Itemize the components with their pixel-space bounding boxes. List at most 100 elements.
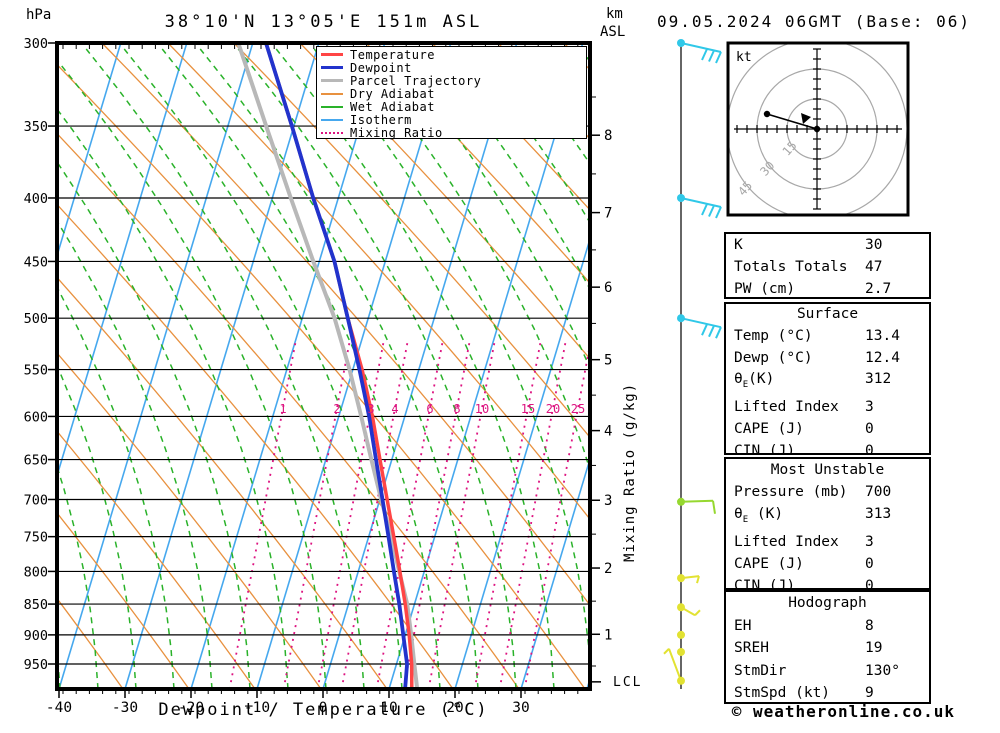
stat-value: 313	[865, 506, 892, 523]
stat-label: CIN (J)	[734, 578, 796, 590]
legend-item: Dry Adiabat	[321, 87, 586, 101]
mixing-ratio-value-label: 10	[475, 402, 489, 416]
dry-adiabat-line	[101, 43, 590, 607]
stat-row: EH 8	[726, 615, 929, 638]
stat-label: CAPE (J)	[734, 420, 804, 437]
wind-barb-staff	[680, 499, 714, 503]
stat-value: 312	[865, 371, 892, 388]
stat-value: 130°	[865, 662, 900, 679]
wind-barb-feather	[708, 325, 715, 338]
legend-item: Isotherm	[321, 112, 586, 127]
height-axis-asl: ASL	[600, 24, 626, 40]
temp-tick-label: -40	[46, 700, 72, 716]
wind-barb	[663, 648, 685, 685]
wind-barb	[677, 574, 700, 584]
wet-adiabat-line	[465, 48, 590, 225]
stat-label: StmDir	[734, 662, 787, 679]
dry-adiabat-line	[57, 132, 520, 689]
stat-label: Lifted Index	[734, 399, 839, 416]
pressure-tick-label: 950	[24, 657, 48, 673]
stat-label: CAPE (J)	[734, 556, 804, 573]
hodograph-frame	[726, 41, 910, 217]
km-tick-label: 6	[604, 280, 612, 296]
wet-adiabat-line	[427, 48, 590, 291]
stat-row: CIN (J) 0	[726, 441, 929, 455]
dry-adiabat-line	[57, 597, 124, 689]
plot-background	[57, 43, 590, 689]
wind-barb-staff	[680, 606, 696, 617]
mixing-ratio-value-label: 4	[391, 402, 398, 416]
wind-barb-feather	[708, 50, 715, 62]
wind-barb-feather	[715, 51, 722, 64]
isotherm-line	[57, 43, 122, 259]
stat-value: 13.4	[865, 327, 900, 344]
legend-item: Parcel Trajectory	[321, 74, 586, 88]
stat-row: SREH 19	[726, 637, 929, 660]
km-tick-label: 8	[604, 128, 612, 144]
wind-barb-staff	[680, 575, 700, 580]
stat-value: 0	[865, 556, 874, 573]
legend-item: Mixing Ratio	[321, 126, 586, 140]
stat-label: PW (cm)	[734, 281, 796, 298]
mixing-ratio-value-label: 8	[453, 402, 460, 416]
isotherm-line	[57, 43, 188, 479]
temp-tick-label: 10	[380, 700, 397, 716]
pressure-tick-label: 650	[24, 453, 48, 469]
stat-value: 3	[865, 399, 874, 416]
mixing-ratio-line	[498, 339, 567, 689]
temp-tick-label: -20	[178, 700, 204, 716]
dry-adiabat-line	[299, 43, 590, 360]
dry-adiabat-line	[57, 203, 454, 689]
mixing-ratio-value-label: 3	[367, 402, 374, 416]
stat-row: StmSpd (kt) 9	[726, 682, 929, 702]
dry-adiabat-line	[167, 43, 590, 521]
isotherm-line	[388, 43, 584, 689]
wind-barb	[677, 39, 722, 64]
temp-tick-label: 30	[512, 700, 529, 716]
wind-barb-station-dot	[677, 630, 685, 639]
stat-label: Totals Totals	[734, 259, 848, 276]
legend-label: Dewpoint	[350, 60, 412, 75]
stat-value: 0	[865, 578, 874, 590]
wind-barb	[677, 603, 701, 617]
mixing-ratio-line	[427, 339, 496, 689]
isotherm-line	[58, 43, 254, 689]
wind-barb-station-dot	[677, 647, 685, 656]
stat-row: θE (K) 313	[726, 503, 929, 531]
temp-tick-label: 0	[319, 700, 328, 716]
hodograph-wind-trace	[766, 113, 818, 130]
mixing-ratio-line	[316, 339, 385, 689]
wind-barb-feather	[694, 609, 701, 616]
plot-frame	[55, 41, 592, 691]
mixing-ratio-value-label: 20	[546, 402, 560, 416]
stat-value: 0	[865, 442, 874, 455]
wet-adiabat-line	[389, 48, 590, 370]
pressure-tick-label: 700	[24, 492, 48, 508]
legend-swatch-dry-adiabat	[321, 92, 343, 95]
lcl-marker-label: LCL	[613, 675, 643, 690]
wind-barb-staff	[680, 42, 722, 53]
wind-barb-staff	[680, 197, 722, 208]
stat-row: StmDir 130°	[726, 660, 929, 683]
pressure-tick-label: 600	[24, 409, 48, 425]
run-datetime: 09.05.2024 06GMT (Base: 06)	[656, 12, 972, 31]
isotherm-line	[190, 43, 386, 689]
stat-value: 9	[865, 685, 874, 702]
stats-table-surface: Surface Temp (°C) 13.4 Dewp (°C) 12.4 θE(K) 31…	[724, 302, 931, 455]
mixing-ratio-line	[228, 339, 297, 689]
wind-barb	[677, 647, 685, 656]
pressure-tick-label: 750	[24, 530, 48, 546]
wind-barb	[677, 497, 716, 514]
page-title: 38°10'N 13°05'E 151m ASL	[164, 12, 483, 32]
wind-barb-feather	[701, 323, 708, 336]
pressure-axis-unit: hPa	[26, 7, 52, 23]
mixing-ratio-axis-title: Mixing Ratio (g/kg)	[622, 382, 638, 562]
stat-value: 47	[865, 259, 883, 276]
legend-label: Isotherm	[350, 112, 412, 127]
storm-motion-arrow	[801, 113, 811, 124]
stats-table-hodograph-stats: Hodograph EH 8 SREH 19 StmDir 130° StmSpd (kt) 9	[724, 590, 931, 704]
wet-adiabat-line	[503, 48, 590, 165]
hodograph-unit-label: kt	[736, 50, 752, 65]
mixing-ratio-value-label: 6	[426, 402, 433, 416]
